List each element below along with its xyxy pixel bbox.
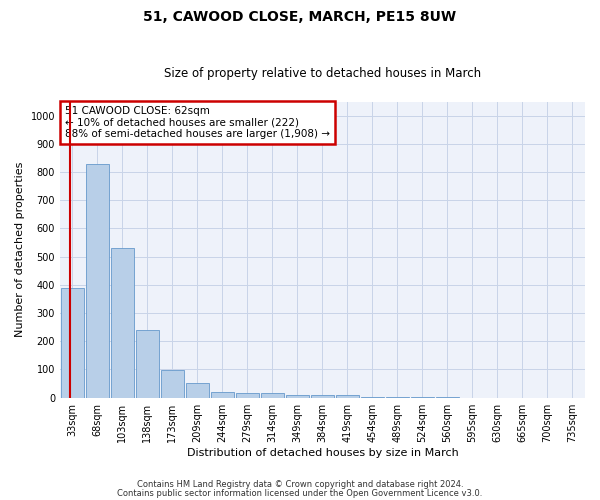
Bar — [361, 397, 384, 398]
Bar — [286, 395, 309, 398]
X-axis label: Distribution of detached houses by size in March: Distribution of detached houses by size … — [187, 448, 458, 458]
Bar — [336, 396, 359, 398]
Text: 51 CAWOOD CLOSE: 62sqm
← 10% of detached houses are smaller (222)
88% of semi-de: 51 CAWOOD CLOSE: 62sqm ← 10% of detached… — [65, 106, 330, 139]
Bar — [111, 248, 134, 398]
Text: Contains HM Land Registry data © Crown copyright and database right 2024.: Contains HM Land Registry data © Crown c… — [137, 480, 463, 489]
Text: Contains public sector information licensed under the Open Government Licence v3: Contains public sector information licen… — [118, 488, 482, 498]
Bar — [311, 395, 334, 398]
Text: 51, CAWOOD CLOSE, MARCH, PE15 8UW: 51, CAWOOD CLOSE, MARCH, PE15 8UW — [143, 10, 457, 24]
Bar — [61, 288, 83, 398]
Bar — [186, 383, 209, 398]
Bar — [211, 392, 233, 398]
Title: Size of property relative to detached houses in March: Size of property relative to detached ho… — [164, 66, 481, 80]
Bar — [136, 330, 158, 398]
Bar — [236, 392, 259, 398]
Bar — [261, 394, 284, 398]
Bar — [86, 164, 109, 398]
Y-axis label: Number of detached properties: Number of detached properties — [15, 162, 25, 338]
Bar — [161, 370, 184, 398]
